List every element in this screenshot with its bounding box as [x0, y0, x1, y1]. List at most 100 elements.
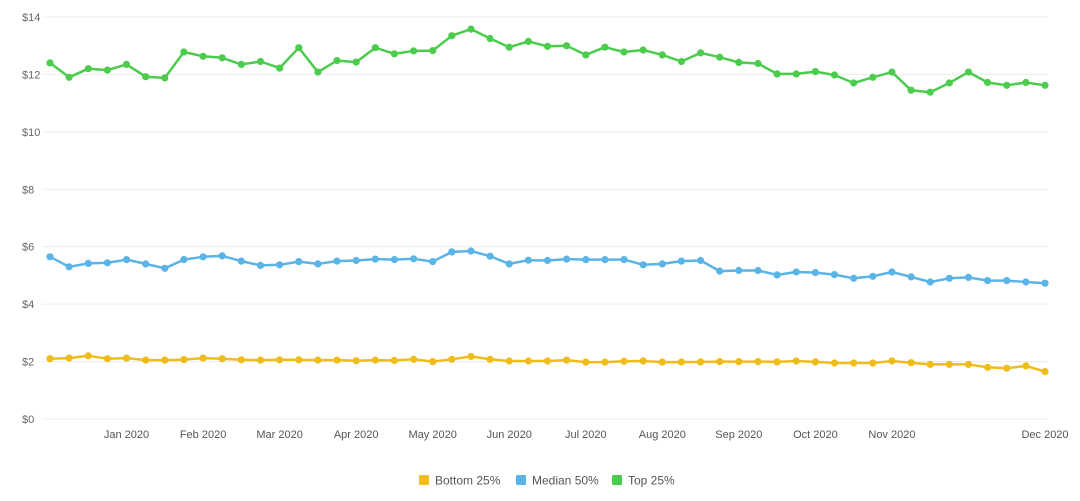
data-point-bottom-25[interactable]: [754, 358, 762, 366]
data-point-bottom-25[interactable]: [697, 358, 705, 366]
data-point-median-50[interactable]: [524, 256, 533, 264]
data-point-top-25[interactable]: [850, 79, 858, 87]
data-point-median-50[interactable]: [295, 258, 303, 266]
data-point-top-25[interactable]: [448, 32, 456, 40]
data-point-top-25[interactable]: [1022, 78, 1030, 87]
data-point-top-25[interactable]: [524, 37, 533, 46]
data-point-top-25[interactable]: [984, 78, 992, 87]
data-point-bottom-25[interactable]: [792, 357, 800, 365]
data-point-bottom-25[interactable]: [429, 358, 437, 366]
data-point-median-50[interactable]: [84, 259, 92, 267]
data-point-top-25[interactable]: [869, 73, 877, 81]
data-point-median-50[interactable]: [199, 253, 207, 261]
data-point-median-50[interactable]: [830, 271, 839, 279]
data-point-top-25[interactable]: [65, 73, 73, 81]
data-point-median-50[interactable]: [1003, 277, 1011, 285]
data-point-top-25[interactable]: [84, 65, 92, 73]
data-point-bottom-25[interactable]: [945, 360, 953, 368]
data-point-median-50[interactable]: [984, 277, 992, 285]
data-point-bottom-25[interactable]: [505, 357, 513, 365]
data-point-median-50[interactable]: [122, 256, 131, 264]
data-point-top-25[interactable]: [811, 68, 820, 76]
data-point-bottom-25[interactable]: [735, 358, 743, 366]
data-point-top-25[interactable]: [1003, 81, 1011, 89]
data-point-bottom-25[interactable]: [850, 359, 858, 367]
data-point-median-50[interactable]: [505, 260, 513, 268]
data-point-top-25[interactable]: [677, 57, 686, 66]
data-point-median-50[interactable]: [582, 256, 590, 264]
data-point-median-50[interactable]: [180, 256, 188, 264]
data-point-bottom-25[interactable]: [658, 358, 666, 366]
data-point-bottom-25[interactable]: [199, 354, 207, 362]
data-point-top-25[interactable]: [716, 53, 724, 61]
data-point-bottom-25[interactable]: [964, 360, 973, 368]
data-point-top-25[interactable]: [773, 70, 781, 78]
data-point-median-50[interactable]: [850, 274, 858, 282]
data-point-top-25[interactable]: [46, 59, 54, 67]
data-point-median-50[interactable]: [46, 253, 54, 261]
data-point-median-50[interactable]: [601, 256, 609, 264]
data-point-top-25[interactable]: [237, 60, 245, 68]
data-point-median-50[interactable]: [65, 263, 73, 271]
data-point-top-25[interactable]: [1041, 81, 1049, 89]
data-point-median-50[interactable]: [869, 272, 877, 280]
data-point-top-25[interactable]: [505, 43, 513, 51]
data-point-median-50[interactable]: [352, 256, 360, 265]
data-point-bottom-25[interactable]: [773, 358, 781, 366]
data-point-top-25[interactable]: [276, 64, 284, 72]
data-point-bottom-25[interactable]: [237, 356, 245, 364]
data-point-top-25[interactable]: [256, 57, 265, 66]
data-point-bottom-25[interactable]: [1041, 368, 1049, 376]
data-point-median-50[interactable]: [773, 271, 781, 279]
data-point-bottom-25[interactable]: [180, 356, 188, 364]
data-point-bottom-25[interactable]: [46, 355, 54, 363]
data-point-median-50[interactable]: [467, 247, 475, 255]
data-point-bottom-25[interactable]: [907, 359, 915, 367]
data-point-bottom-25[interactable]: [410, 355, 418, 363]
data-point-top-25[interactable]: [754, 59, 762, 68]
data-point-bottom-25[interactable]: [486, 355, 494, 363]
data-point-bottom-25[interactable]: [103, 355, 111, 363]
data-point-median-50[interactable]: [907, 273, 915, 281]
data-point-bottom-25[interactable]: [677, 358, 686, 366]
data-point-median-50[interactable]: [448, 248, 456, 256]
data-point-bottom-25[interactable]: [142, 356, 150, 364]
data-point-top-25[interactable]: [199, 52, 207, 60]
data-point-median-50[interactable]: [964, 273, 973, 281]
data-point-bottom-25[interactable]: [467, 352, 475, 360]
data-point-top-25[interactable]: [563, 42, 571, 50]
data-point-bottom-25[interactable]: [524, 357, 533, 365]
data-point-top-25[interactable]: [410, 47, 418, 55]
data-point-bottom-25[interactable]: [620, 357, 628, 365]
data-point-median-50[interactable]: [390, 256, 398, 264]
data-point-median-50[interactable]: [103, 259, 111, 267]
data-point-bottom-25[interactable]: [1022, 362, 1030, 370]
data-point-bottom-25[interactable]: [256, 356, 265, 364]
data-point-top-25[interactable]: [792, 70, 800, 78]
data-point-bottom-25[interactable]: [276, 356, 284, 364]
data-point-top-25[interactable]: [295, 44, 303, 52]
data-point-top-25[interactable]: [314, 68, 322, 76]
data-point-median-50[interactable]: [658, 260, 666, 268]
data-point-median-50[interactable]: [563, 255, 571, 263]
data-point-top-25[interactable]: [945, 79, 953, 87]
data-point-top-25[interactable]: [907, 86, 915, 94]
data-point-median-50[interactable]: [639, 261, 647, 269]
data-point-bottom-25[interactable]: [716, 358, 724, 366]
data-point-bottom-25[interactable]: [390, 356, 398, 364]
data-point-bottom-25[interactable]: [295, 356, 303, 364]
data-point-top-25[interactable]: [543, 42, 552, 50]
data-point-median-50[interactable]: [620, 256, 628, 264]
data-point-bottom-25[interactable]: [984, 363, 992, 371]
data-point-bottom-25[interactable]: [65, 354, 73, 362]
data-point-top-25[interactable]: [218, 54, 226, 62]
data-point-median-50[interactable]: [716, 267, 724, 275]
data-point-median-50[interactable]: [811, 269, 820, 277]
data-point-top-25[interactable]: [390, 50, 398, 58]
data-point-top-25[interactable]: [601, 43, 609, 51]
data-point-median-50[interactable]: [1022, 278, 1030, 286]
data-point-median-50[interactable]: [1041, 279, 1049, 287]
data-point-top-25[interactable]: [658, 51, 666, 59]
data-point-bottom-25[interactable]: [448, 355, 456, 363]
data-point-bottom-25[interactable]: [371, 356, 379, 364]
